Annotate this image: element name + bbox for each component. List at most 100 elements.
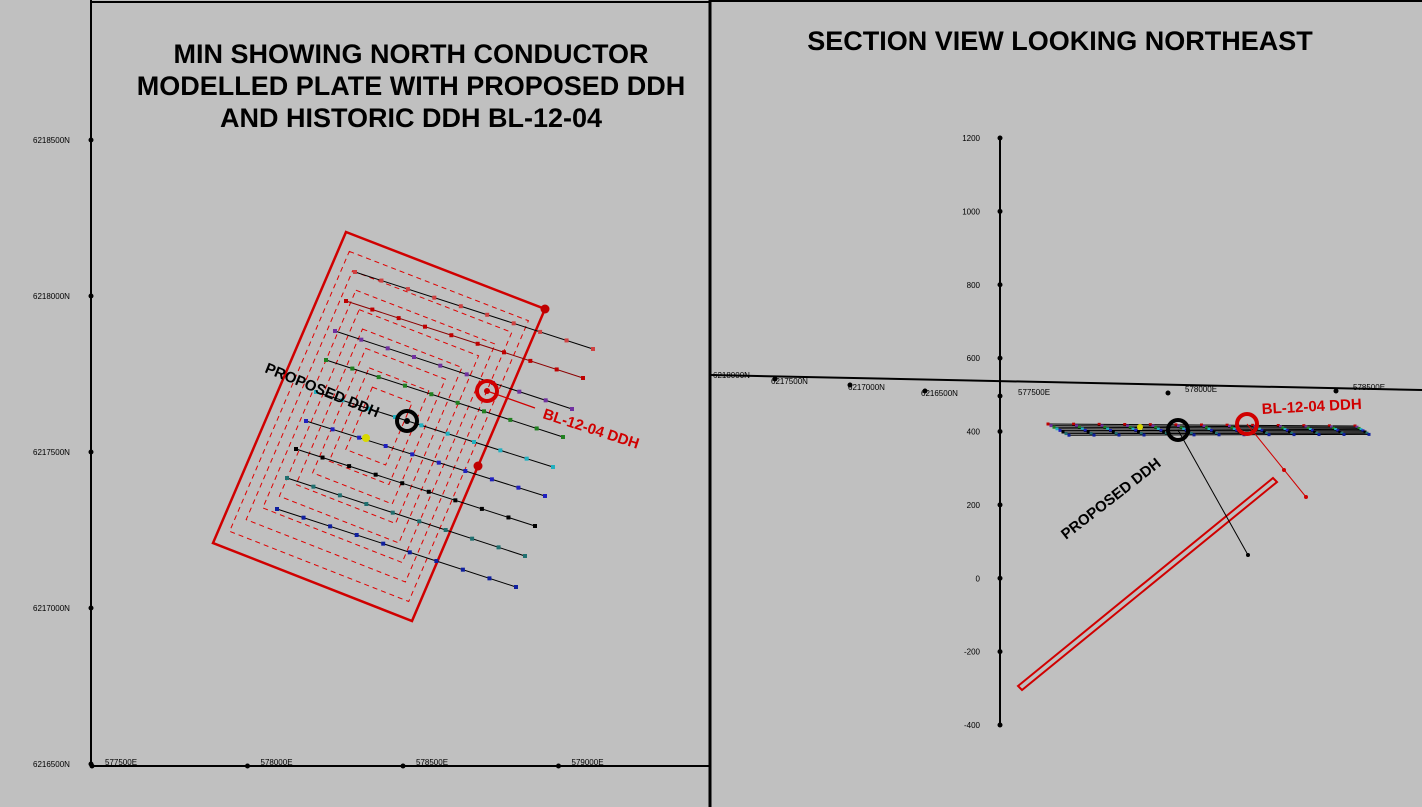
station: [301, 515, 306, 520]
station: [337, 493, 342, 498]
section-station: [1340, 431, 1344, 435]
station: [324, 358, 328, 362]
station: [570, 407, 574, 411]
elevation-label: 200: [967, 501, 981, 510]
section-station: [1202, 424, 1206, 428]
section-station: [1330, 425, 1333, 429]
section-station: [1117, 433, 1121, 437]
section-label: 6217500N: [771, 377, 808, 386]
section-label: 577500E: [1018, 388, 1050, 397]
section-station: [1311, 429, 1314, 433]
station: [423, 324, 427, 329]
station: [393, 415, 397, 419]
section-station: [1154, 426, 1158, 430]
plate-contours: [228, 250, 530, 603]
station: [403, 383, 407, 388]
section-station: [1279, 425, 1282, 429]
section-station: [1064, 432, 1068, 436]
elevation-label: 600: [967, 354, 981, 363]
station: [538, 329, 543, 334]
section-station: [1128, 426, 1132, 429]
station: [516, 485, 521, 490]
left-title: MIN SHOWING NORTH CONDUCTOR: [174, 39, 649, 69]
tick-dot: [400, 763, 406, 769]
section-station: [1123, 423, 1127, 426]
tick-dot: [245, 763, 250, 769]
right-title: SECTION VIEW LOOKING NORTHEAST: [807, 26, 1313, 56]
station: [561, 435, 565, 439]
proposed-ddh-section-marker: [1166, 418, 1190, 442]
section-station: [1210, 429, 1213, 433]
station: [445, 431, 450, 436]
elevation-tick: [997, 355, 1003, 361]
section-station: [1288, 430, 1291, 434]
station: [359, 337, 364, 342]
section-tick: [997, 393, 1003, 399]
plate-contour: [245, 270, 513, 583]
station: [591, 347, 595, 351]
station: [304, 419, 308, 423]
station: [489, 477, 494, 482]
section-station: [1332, 426, 1336, 430]
station: [479, 506, 484, 511]
proposed-ddh-marker: [395, 409, 419, 433]
elevation-label: -400: [964, 721, 981, 730]
section-station: [1225, 423, 1229, 427]
station: [410, 452, 415, 457]
elevation-label: 1000: [962, 207, 980, 216]
section-station: [1251, 423, 1255, 427]
section-tick: [1165, 390, 1171, 396]
section-station: [1114, 432, 1118, 436]
station: [523, 554, 527, 558]
elevation-tick: [997, 575, 1003, 581]
section-station: [1182, 427, 1186, 431]
section-station: [1083, 428, 1087, 432]
tick-dot: [88, 605, 94, 611]
station: [524, 456, 529, 461]
station: [419, 423, 424, 428]
section-tick: [772, 376, 778, 382]
station: [443, 528, 448, 532]
survey-line: [345, 300, 584, 379]
survey-line: [325, 359, 564, 438]
survey-line: [295, 448, 536, 527]
station: [438, 363, 443, 368]
section-station: [1061, 430, 1065, 434]
station: [472, 440, 476, 444]
section-station: [1207, 427, 1211, 431]
survey-line: [354, 271, 594, 350]
station: [330, 427, 335, 432]
section-station: [1162, 430, 1166, 434]
station: [275, 507, 279, 511]
section-station: [1046, 422, 1050, 426]
plate-corner: [473, 461, 483, 471]
section-station: [1313, 430, 1317, 434]
station: [373, 472, 378, 477]
station: [376, 375, 381, 380]
section-station: [1359, 428, 1363, 432]
station: [370, 307, 375, 312]
section-station: [1159, 429, 1163, 433]
station: [551, 465, 555, 469]
station: [475, 341, 480, 346]
station: [379, 278, 384, 283]
survey-line: [276, 508, 517, 588]
section-station: [1230, 426, 1234, 430]
easting-label: 579000E: [572, 758, 604, 767]
elevation-label: 400: [967, 428, 981, 437]
proposed-ddh-end: [1246, 553, 1250, 557]
station: [353, 270, 357, 274]
section-station: [1327, 424, 1331, 428]
section-station: [1367, 432, 1371, 436]
station: [357, 435, 362, 440]
section-station: [1338, 430, 1342, 434]
plate-contour: [311, 347, 447, 505]
station: [311, 484, 316, 489]
survey-line: [315, 391, 554, 468]
section-station: [1283, 427, 1287, 431]
section-station: [1258, 427, 1262, 431]
station: [314, 390, 318, 394]
station: [533, 524, 537, 528]
tick-dot: [88, 293, 94, 299]
section-station: [1142, 433, 1146, 437]
